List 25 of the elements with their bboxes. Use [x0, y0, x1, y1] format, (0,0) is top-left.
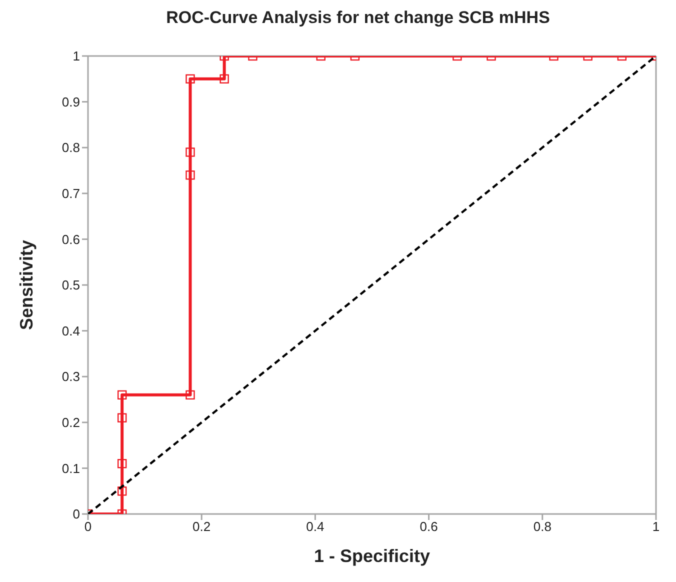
- y-tick-label: 0.1: [62, 460, 80, 476]
- point: [186, 390, 195, 400]
- y-tick-label: 0.4: [62, 323, 80, 338]
- y-tick-label: 1: [72, 48, 80, 64]
- y-tick-label: 0.2: [62, 415, 80, 430]
- point: [117, 459, 127, 468]
- point: [117, 390, 127, 400]
- point: [117, 486, 127, 496]
- x-tick-label: 0: [84, 519, 92, 534]
- y-tick-label: 0.6: [62, 232, 80, 247]
- y-axis-title: Sensitivity: [16, 240, 36, 330]
- x-axis-title: 1 - Specificity: [314, 546, 430, 566]
- y-tick-label: 0.5: [62, 278, 80, 293]
- y-tick-label: 0.7: [62, 186, 80, 202]
- y-tick-label: 0.9: [62, 94, 80, 110]
- x-tick-label: 0.8: [533, 519, 552, 534]
- y-tick-label: 0.8: [62, 140, 80, 156]
- x-tick-label: 0.6: [420, 519, 438, 534]
- point: [117, 413, 127, 422]
- x-tick-label: 0.4: [306, 519, 324, 534]
- chart-title: ROC-Curve Analysis for net change SCB mHHS: [165, 8, 551, 29]
- y-tick-label: 0: [72, 506, 80, 522]
- y-tick-label: 0.3: [62, 369, 80, 384]
- x-tick-label: 1: [652, 519, 660, 534]
- x-tick-label: 0.2: [192, 519, 211, 534]
